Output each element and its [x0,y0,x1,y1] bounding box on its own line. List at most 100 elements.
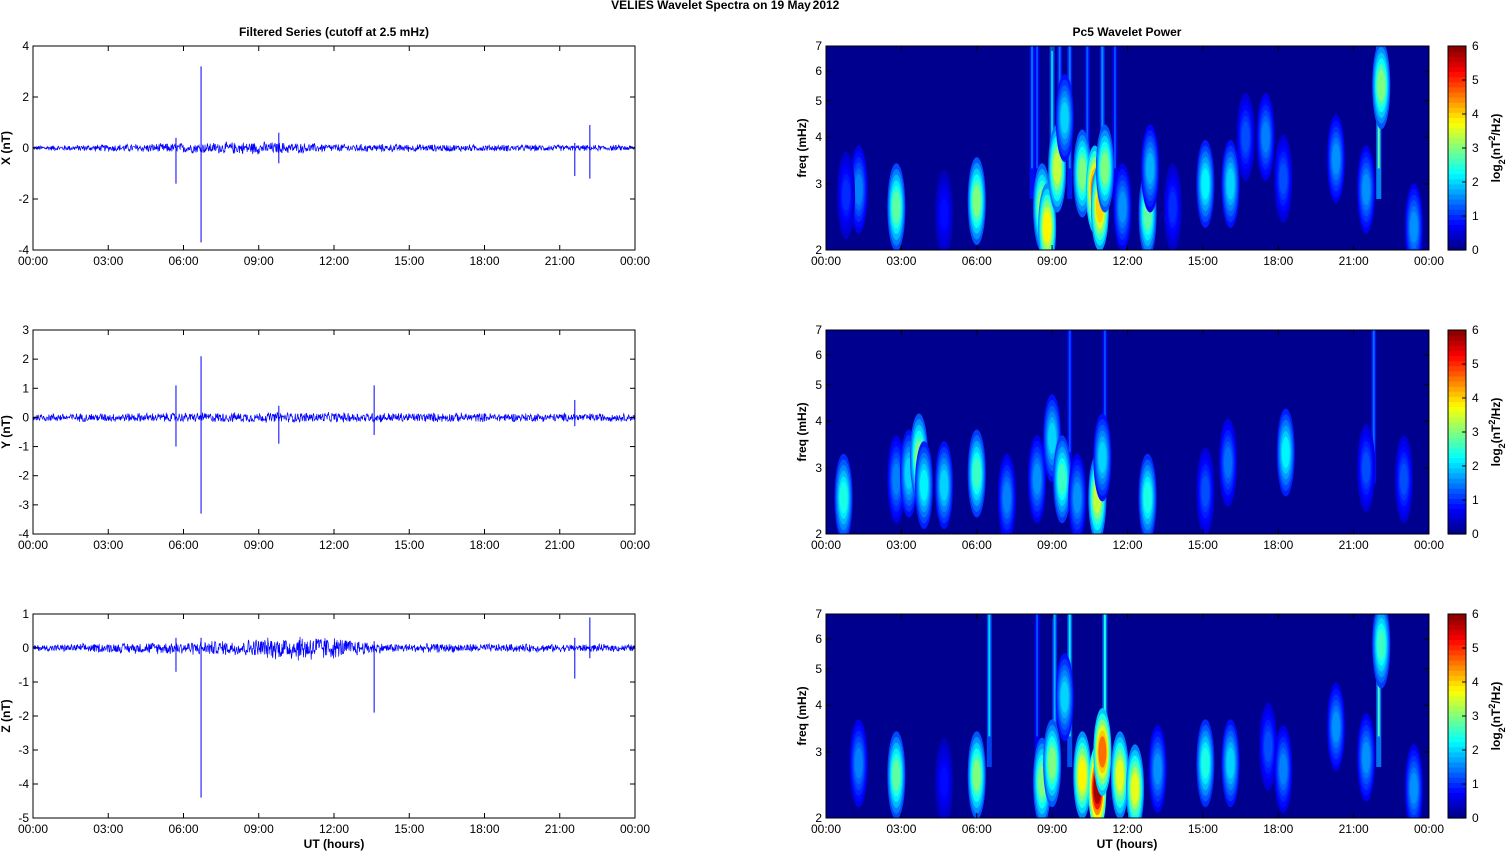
colorbar-segment [1448,234,1466,241]
colorbar-segment [1448,244,1466,251]
colorbar-segment [1448,705,1466,712]
power-streak-1 [986,614,992,767]
xtick-label: 09:00 [1037,254,1067,268]
xtick-label: 03:00 [93,822,123,836]
colorbar-segment [1448,665,1466,671]
ytick-label: -3 [18,498,29,512]
ytick-label: 6 [815,64,822,78]
ytick-label: 6 [815,632,822,646]
colorbar-segment [1448,239,1466,246]
colorbar-tick-label: 2 [1472,459,1479,473]
colorbar-segment [1448,619,1466,625]
xtick-label: 15:00 [1188,822,1218,836]
xtick-label: 15:00 [394,254,424,268]
power-blob-15 [1221,719,1240,808]
ytick-label: 0 [22,141,29,155]
power-blob-22 [1274,134,1293,223]
xtick-label: 21:00 [545,538,575,552]
power-blob-19 [1357,713,1376,802]
ytick-label: 4 [815,414,822,428]
power-blob-16 [1141,124,1160,213]
ytick-label: 7 [815,323,822,337]
ytick-label: 1 [22,381,29,395]
xtick-label: 21:00 [1339,538,1369,552]
colorbar-segment [1448,183,1466,190]
blob-level [1098,441,1107,474]
xtick-label: 15:00 [1188,538,1218,552]
colorbar-segment [1448,91,1466,98]
streak-core [1068,330,1071,453]
power-blob-14 [1093,413,1112,502]
colorbar-segment [1448,370,1466,377]
streak-core [1051,46,1054,169]
xtick-label: 03:00 [886,254,916,268]
colorbar-label: log2(nT2/Hz) [1487,114,1507,183]
blob-level [854,173,863,206]
colorbar-segment [1448,493,1466,499]
colorbar-tick-label: 4 [1472,675,1479,689]
power-blob-6 [935,441,954,530]
xtick-label: 03:00 [886,538,916,552]
ytick-label: 3 [815,177,822,191]
colorbar: 0 1 2 3 4 5 6 log2(nT2/Hz) [1447,607,1507,825]
blob-level [1043,211,1052,243]
xtick-label: 00:00 [18,538,48,552]
ylabel: freq (mHz) [795,402,809,461]
blob-level [1226,168,1235,200]
xtick-label: 21:00 [545,254,575,268]
colorbar-segment [1448,355,1466,362]
colorbar-segment [1448,76,1466,83]
colorbar-segment [1448,624,1466,630]
xtick-label: 00:00 [620,538,650,552]
power-streak-6 [1084,46,1090,199]
colorbar: 0 1 2 3 4 5 6 log2(nT2/Hz) [1447,323,1507,541]
xtick-label: 12:00 [1112,254,1142,268]
blob-level [1143,481,1152,514]
power-blob-18 [1327,682,1346,771]
ytick-label: 1 [22,607,29,621]
power-blob-19 [1221,139,1240,228]
blob-level [1332,711,1341,743]
colorbar-segment [1448,629,1466,635]
xtick-label: 18:00 [469,538,499,552]
blob-level [1226,747,1235,779]
blob-level [1033,463,1042,495]
ytick-label: 7 [815,39,822,53]
spectrum-content [849,614,1423,818]
colorbar-tick-label: 3 [1472,709,1479,723]
xtick-label: 12:00 [1112,822,1142,836]
colorbar-segment [1448,426,1466,433]
colorbar-segment [1448,721,1466,727]
colorbar-tick-label: 2 [1472,175,1479,189]
xtick-label: 12:00 [319,538,349,552]
colorbar-segment [1448,503,1466,510]
spectrum-content [834,330,1413,534]
blob-level [1279,753,1288,785]
ytick-label: -2 [18,709,29,723]
xtick-label: 00:00 [620,254,650,268]
colorbar-segment [1448,777,1466,783]
blob-level [1118,191,1127,223]
colorbar-segment [1448,386,1466,392]
xtick-label: 06:00 [168,822,198,836]
colorbar-segment [1448,680,1466,686]
colorbar-segment [1448,614,1466,620]
power-blob-18 [1196,139,1215,228]
colorbar-segment [1448,219,1466,226]
xtick-label: 00:00 [18,822,48,836]
colorbar-segment [1448,107,1466,113]
colorbar-segment [1448,137,1466,144]
wavelet-panel-2: 2 3 4 5 6 7 00:00 03:00 06:00 09:00 12:00 15:00 18:0… [795,323,1507,552]
colorbar-segment [1448,634,1466,641]
colorbar-segment [1448,56,1466,62]
colorbar-tick-label: 1 [1472,493,1479,507]
colorbar-segment [1448,447,1466,453]
colorbar-segment [1448,695,1466,702]
colorbar-segment [1448,639,1466,646]
colorbar-segment [1448,746,1466,753]
blob-level [1377,628,1386,661]
series-trace [32,411,636,424]
power-blob-11 [1110,731,1129,818]
ylabel: X (nT) [0,131,13,165]
